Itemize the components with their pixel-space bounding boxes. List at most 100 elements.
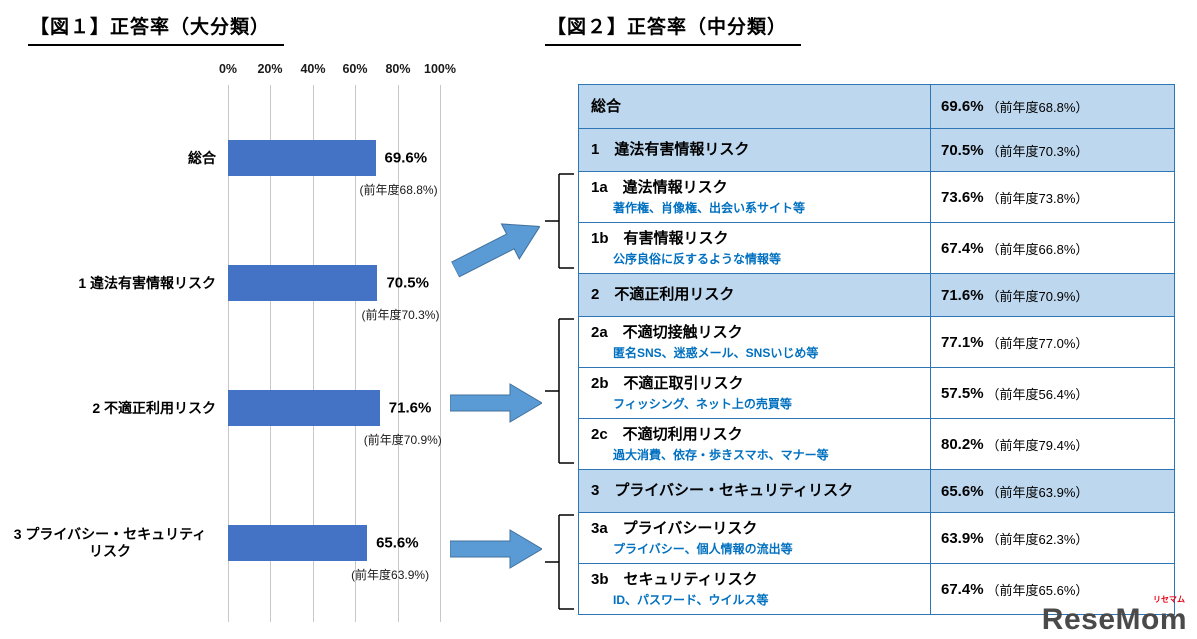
resemom-logo: リセマム ReseMom — [1042, 596, 1187, 635]
value-percent: 65.6% — [941, 482, 984, 500]
axis-tick-0: 0% — [218, 62, 238, 76]
category-label: 1b 有害情報リスク — [591, 229, 729, 247]
table-cell-category: 3a プライバシーリスク プライバシー、個人情報の流出等 — [579, 513, 931, 563]
value-percent: 73.6% — [941, 188, 984, 206]
value-prev-year: （前年度65.6%） — [986, 582, 1089, 598]
category-label: 総合 — [591, 97, 622, 115]
table-row-category-3: 3 プライバシー・セキュリティリスク 65.6% （前年度63.9%） — [579, 469, 1174, 512]
value-percent: 71.6% — [941, 286, 984, 304]
value-prev-year: （前年度63.9%） — [986, 484, 1089, 500]
axis-tick-60: 60% — [342, 62, 368, 76]
bar-category-text: 1 違法有害情報リスク — [78, 274, 216, 291]
bar-category-text: 総合 — [188, 149, 216, 166]
value-prev-year: （前年度73.8%） — [986, 190, 1089, 206]
table-cell-category: 総合 — [579, 85, 931, 128]
arrow-right-icon — [450, 383, 542, 423]
value-percent: 70.5% — [941, 141, 984, 159]
category-description: プライバシー、個人情報の流出等 — [613, 541, 793, 556]
table-row-1a: 1a 違法情報リスク 著作権、肖像権、出会い系サイト等 73.6% （前年度73… — [579, 171, 1174, 222]
bar-category-label: 3 プライバシー・セキュリティ リスク — [4, 525, 216, 561]
value-percent: 67.4% — [941, 580, 984, 598]
axis-tick-100: 100% — [424, 62, 456, 76]
bar-category-label: 総合 — [4, 140, 216, 176]
table-row-3a: 3a プライバシーリスク プライバシー、個人情報の流出等 63.9% （前年度6… — [579, 512, 1174, 563]
category-label: 2c 不適切利用リスク — [591, 425, 743, 443]
value-percent: 80.2% — [941, 435, 984, 453]
value-percent: 57.5% — [941, 384, 984, 402]
group-bracket-2 — [545, 318, 574, 464]
category-description: 過大消費、依存・歩きスマホ、マナー等 — [613, 447, 829, 462]
category-label: 1 違法有害情報リスク — [591, 141, 750, 158]
value-percent: 69.6% — [941, 98, 984, 115]
bar-prev-year-label: (前年度70.9%) — [363, 433, 442, 447]
bar — [228, 390, 380, 426]
value-prev-year: （前年度70.9%） — [986, 288, 1089, 304]
table-cell-value: 65.6% （前年度63.9%） — [931, 470, 1174, 512]
bar-category-text: 2 不適正利用リスク — [92, 399, 216, 416]
bar-prev-year-label: (前年度70.3%) — [361, 308, 440, 322]
table-cell-value: 77.1% （前年度77.0%） — [931, 317, 1174, 367]
value-prev-year: （前年度77.0%） — [986, 335, 1089, 351]
bar-row: 70.5% (前年度70.3%) — [228, 265, 440, 322]
results-table: 総合 69.6% （前年度68.8%） 1 違法有害情報リスク 70.5% （前… — [578, 84, 1175, 615]
arrow-right-icon — [450, 529, 542, 569]
table-cell-category: 3b セキュリティリスク ID、パスワード、ウイルス等 — [579, 564, 931, 614]
table-row-2c: 2c 不適切利用リスク 過大消費、依存・歩きスマホ、マナー等 80.2% （前年… — [579, 418, 1174, 469]
bar-prev-year-label: (前年度68.8%) — [359, 183, 438, 197]
gridline — [312, 85, 314, 622]
value-prev-year: （前年度62.3%） — [986, 531, 1089, 547]
table-cell-value: 69.6% （前年度68.8%） — [931, 85, 1174, 128]
gridline — [270, 85, 272, 622]
table-row-category-2: 2 不適正利用リスク 71.6% （前年度70.9%） — [579, 273, 1174, 316]
category-description: 匿名SNS、迷惑メール、SNSいじめ等 — [613, 345, 819, 360]
bar-row: 69.6% (前年度68.8%) — [228, 140, 440, 197]
gridline — [397, 85, 399, 622]
table-cell-value: 80.2% （前年度79.4%） — [931, 419, 1174, 469]
table-cell-value: 63.9% （前年度62.3%） — [931, 513, 1174, 563]
bar-category-label: 1 違法有害情報リスク — [4, 265, 216, 301]
table-cell-category: 2 不適正利用リスク — [579, 274, 931, 316]
table-row-category-1: 1 違法有害情報リスク 70.5% （前年度70.3%） — [579, 128, 1174, 171]
category-description: 公序良俗に反するような情報等 — [613, 251, 782, 266]
value-percent: 63.9% — [941, 529, 984, 547]
table-row-3b: 3b セキュリティリスク ID、パスワード、ウイルス等 67.4% （前年度65… — [579, 563, 1174, 614]
bar — [228, 265, 378, 301]
bar-prev-year-label: (前年度63.9%) — [351, 568, 430, 582]
group-bracket-1 — [545, 173, 574, 269]
category-description: 著作権、肖像権、出会い系サイト等 — [613, 200, 806, 215]
resemom-logo-text: ReseMom — [1041, 603, 1187, 636]
bar-category-label: 2 不適正利用リスク — [4, 390, 216, 426]
table-cell-value: 57.5% （前年度56.4%） — [931, 368, 1174, 418]
table-row-2a: 2a 不適切接触リスク 匿名SNS、迷惑メール、SNSいじめ等 77.1% （前… — [579, 316, 1174, 367]
category-description: フィッシング、ネット上の売買等 — [613, 396, 792, 411]
bar-value-label: 70.5% — [386, 274, 429, 292]
value-prev-year: （前年度56.4%） — [986, 386, 1089, 402]
table-cell-value: 67.4% （前年度65.6%） — [931, 564, 1174, 614]
bar-category-text: 3 プライバシー・セキュリティ — [13, 526, 207, 542]
table-cell-category: 2c 不適切利用リスク 過大消費、依存・歩きスマホ、マナー等 — [579, 419, 931, 469]
table-cell-value: 70.5% （前年度70.3%） — [931, 129, 1174, 171]
table-cell-category: 2a 不適切接触リスク 匿名SNS、迷惑メール、SNSいじめ等 — [579, 317, 931, 367]
table-cell-category: 3 プライバシー・セキュリティリスク — [579, 470, 931, 512]
arrow-right-icon — [450, 223, 541, 278]
table-cell-category: 2b 不適正取引リスク フィッシング、ネット上の売買等 — [579, 368, 931, 418]
table-row-1b: 1b 有害情報リスク 公序良俗に反するような情報等 67.4% （前年度66.8… — [579, 222, 1174, 273]
bar-value-label: 69.6% — [384, 149, 428, 167]
category-label: 2b 不適正取引リスク — [591, 374, 744, 392]
table-cell-value: 73.6% （前年度73.8%） — [931, 172, 1174, 222]
category-label: 2 不適正利用リスク — [591, 286, 735, 303]
bar-row: 71.6% (前年度70.9%) — [228, 390, 442, 447]
category-description: ID、パスワード、ウイルス等 — [613, 592, 769, 607]
value-percent: 67.4% — [941, 239, 984, 257]
category-label: 3b セキュリティリスク — [591, 570, 758, 588]
category-label: 3 プライバシー・セキュリティリスク — [591, 482, 854, 499]
table-cell-value: 67.4% （前年度66.8%） — [931, 223, 1174, 273]
gridline — [228, 85, 229, 622]
fig1-title: 【図１】正答率（大分類） — [28, 12, 285, 46]
table-cell-category: 1a 違法情報リスク 著作権、肖像権、出会い系サイト等 — [579, 172, 931, 222]
bar-category-text: リスク — [89, 543, 131, 559]
category-label: 3a プライバシーリスク — [591, 519, 758, 537]
resemom-logo-sub-text: リセマム — [1153, 595, 1185, 604]
value-prev-year: （前年度79.4%） — [986, 437, 1089, 453]
